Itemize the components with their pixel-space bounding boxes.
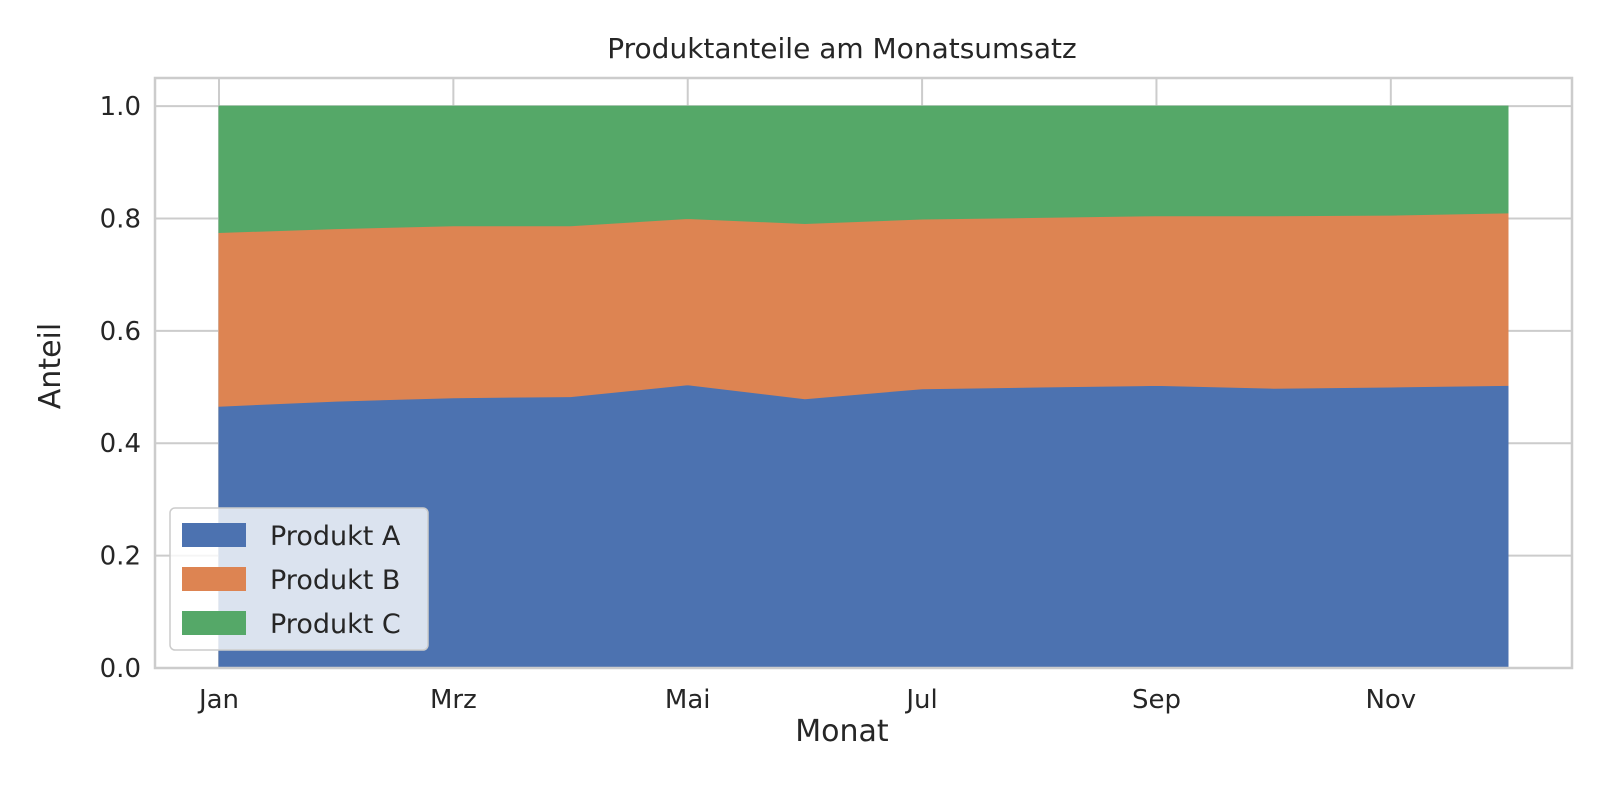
legend-swatch: [182, 523, 246, 547]
area-produkt-b: [218, 212, 1509, 407]
y-tick-label: 1.0: [100, 92, 141, 122]
y-tick-label: 0.6: [100, 317, 141, 347]
legend-label: Produkt C: [270, 609, 401, 640]
y-tick-label: 0.8: [100, 204, 141, 234]
legend: Produkt A Produkt B Produkt C: [169, 507, 429, 651]
x-tick-label: Jan: [197, 685, 239, 715]
y-tick-label: 0.4: [100, 429, 141, 459]
plot-frame: [153, 76, 1574, 670]
y-tick-label: 0.2: [100, 542, 141, 572]
area-series: [218, 105, 1509, 669]
area-produkt-c: [218, 105, 1509, 234]
legend-swatch: [182, 567, 246, 591]
x-tick-label: Mrz: [430, 685, 477, 715]
x-tick-label: Nov: [1365, 685, 1416, 715]
x-axis-label: Monat: [795, 714, 889, 749]
x-tick-label: Jul: [904, 685, 937, 715]
legend-label: Produkt A: [270, 521, 401, 552]
legend-swatch: [182, 611, 246, 635]
y-tick-label: 0.0: [100, 654, 141, 684]
legend-label: Produkt B: [270, 565, 400, 596]
x-tick-label: Sep: [1132, 685, 1181, 715]
x-tick-label: Mai: [665, 685, 711, 715]
tick-labels: 0.0 0.2 0.4 0.6 0.8 1.0 Jan Mrz Mai Jul Sep Nov: [100, 92, 1417, 715]
y-axis-label: Anteil: [33, 323, 68, 409]
chart-title: Produktanteile am Monatsumsatz: [607, 32, 1076, 65]
